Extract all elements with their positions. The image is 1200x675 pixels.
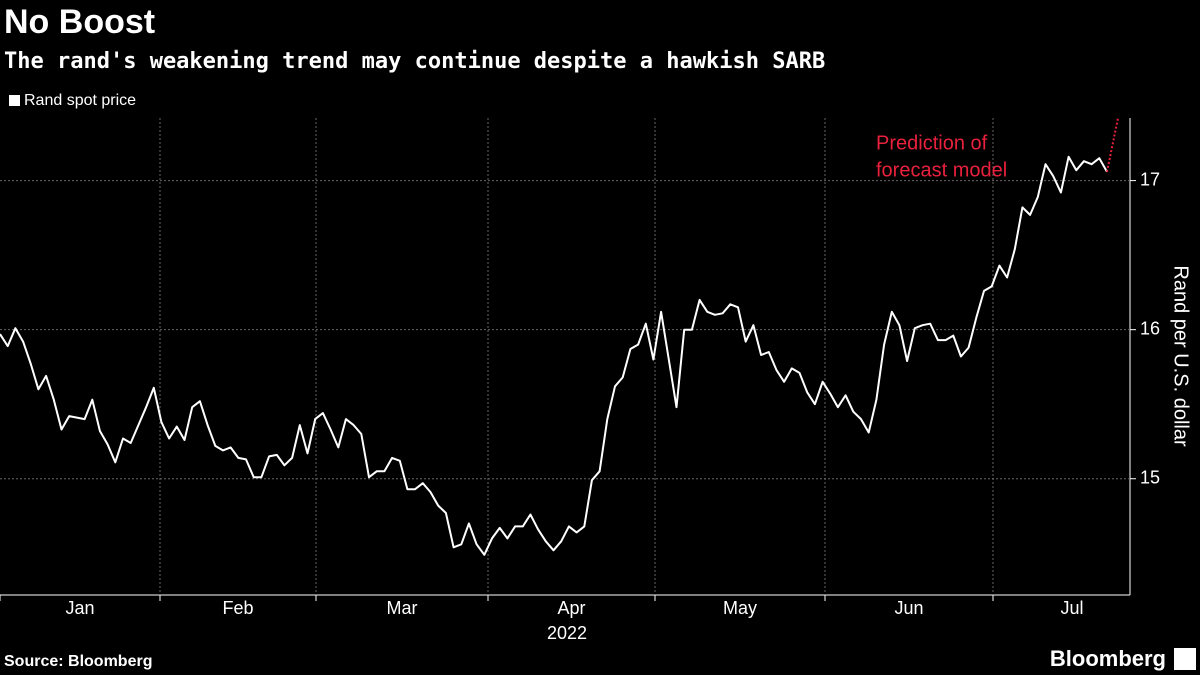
legend-swatch bbox=[9, 95, 20, 106]
price-line bbox=[0, 155, 1108, 556]
x-tick-label: Apr bbox=[557, 598, 585, 618]
x-tick-label: Feb bbox=[222, 598, 253, 618]
legend-label: Rand spot price bbox=[24, 92, 136, 109]
logo: Bloomberg bbox=[1050, 646, 1166, 671]
chart-subtitle: The rand's weakening trend may continue … bbox=[4, 49, 825, 74]
x-tick-label: Jan bbox=[65, 598, 94, 618]
forecast-line bbox=[1106, 117, 1119, 172]
x-tick-label: Jun bbox=[894, 598, 923, 618]
chart-title: No Boost bbox=[4, 3, 155, 41]
annotation: forecast model bbox=[876, 159, 1007, 181]
x-tick-label: Jul bbox=[1060, 598, 1083, 618]
y-tick-label: 17 bbox=[1140, 169, 1160, 189]
y-axis-label: Rand per U.S. dollar bbox=[1170, 265, 1192, 447]
x-tick-label: May bbox=[723, 598, 757, 618]
logo-icon bbox=[1174, 648, 1196, 670]
y-tick-label: 15 bbox=[1140, 467, 1160, 487]
y-tick-label: 16 bbox=[1140, 318, 1160, 338]
x-tick-label: Mar bbox=[387, 598, 418, 618]
year-label: 2022 bbox=[547, 623, 587, 643]
source: Source: Bloomberg bbox=[4, 653, 152, 670]
annotation: Prediction of bbox=[876, 132, 988, 154]
